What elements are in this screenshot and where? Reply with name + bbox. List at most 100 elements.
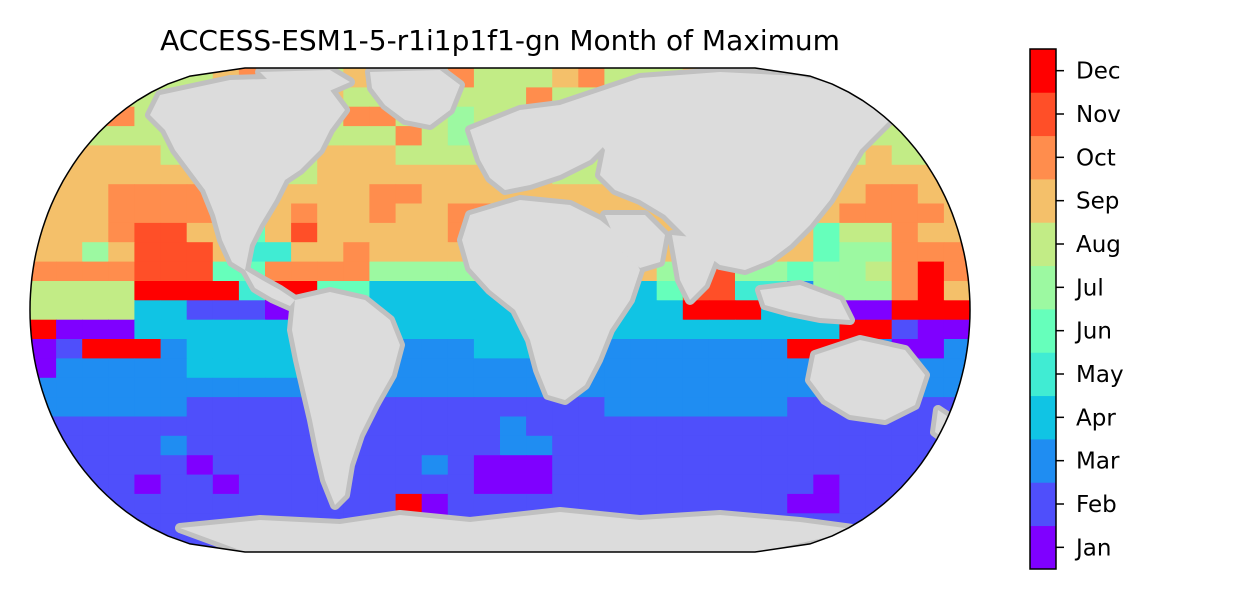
- data-cell: [265, 397, 292, 418]
- data-cell: [917, 203, 945, 224]
- data-cell: [30, 319, 57, 340]
- colorbar-segment-jun: [1030, 309, 1056, 353]
- data-cell: [134, 377, 162, 398]
- data-cell: [761, 435, 788, 456]
- data-cell: [238, 455, 266, 476]
- data-cell: [839, 493, 867, 514]
- data-cell: [891, 106, 919, 127]
- data-cell: [421, 339, 449, 359]
- data-cell: [160, 532, 188, 552]
- data-cell: [291, 242, 318, 263]
- data-cell: [761, 319, 788, 340]
- data-cell: [630, 493, 658, 514]
- data-cell: [682, 377, 710, 398]
- data-cell: [108, 532, 135, 552]
- data-cell: [108, 339, 135, 359]
- data-cell: [578, 435, 605, 456]
- data-cell: [578, 455, 605, 476]
- data-cell: [917, 513, 945, 534]
- data-cell: [630, 455, 658, 476]
- data-cell: [395, 416, 423, 437]
- data-cell: [108, 261, 135, 282]
- data-cell: [447, 377, 475, 398]
- data-cell: [134, 68, 162, 88]
- data-cell: [82, 281, 109, 301]
- data-cell: [134, 474, 162, 495]
- data-cell: [291, 493, 318, 514]
- data-cell: [160, 474, 188, 495]
- data-cell: [265, 377, 292, 398]
- data-cell: [369, 203, 397, 224]
- data-cell: [30, 68, 57, 88]
- colorbar-segment-oct: [1030, 135, 1056, 180]
- data-cell: [395, 126, 423, 147]
- data-cell: [447, 493, 475, 514]
- data-cell: [108, 300, 135, 321]
- colorbar-label-jan: Jan: [1074, 535, 1111, 561]
- data-cell: [108, 242, 135, 263]
- data-cell: [265, 416, 292, 437]
- data-cell: [186, 222, 214, 243]
- data-cell: [500, 416, 527, 437]
- data-cell: [708, 281, 736, 301]
- data-cell: [735, 377, 762, 398]
- data-cell: [552, 416, 579, 437]
- data-cell: [108, 377, 135, 398]
- data-cell: [630, 339, 658, 359]
- data-cell: [395, 281, 423, 301]
- data-cell: [186, 358, 214, 379]
- data-cell: [943, 242, 970, 263]
- data-cell: [238, 377, 266, 398]
- data-cell: [238, 474, 266, 495]
- data-cell: [186, 203, 214, 224]
- data-cell: [291, 203, 318, 224]
- data-cell: [160, 261, 188, 282]
- data-cell: [395, 203, 423, 224]
- data-cell: [134, 416, 162, 437]
- data-cell: [291, 261, 318, 282]
- data-cell: [421, 455, 449, 476]
- data-cell: [813, 493, 840, 514]
- data-cell: [108, 164, 135, 185]
- data-cell: [82, 416, 109, 437]
- data-cell: [943, 339, 970, 359]
- data-cell: [395, 455, 423, 476]
- data-cell: [865, 164, 893, 185]
- data-cell: [291, 455, 318, 476]
- data-cell: [787, 397, 814, 418]
- data-cell: [56, 261, 83, 282]
- data-cell: [56, 435, 83, 456]
- data-cell: [787, 435, 814, 456]
- data-cell: [30, 358, 57, 379]
- southeast-asia-islands-landmass: [760, 285, 850, 320]
- data-cell: [735, 397, 762, 418]
- data-cell: [291, 474, 318, 495]
- map-area[interactable]: [29, 67, 971, 553]
- data-cell: [238, 358, 266, 379]
- colorbar-frame: [1029, 48, 1057, 570]
- data-cell: [56, 87, 83, 108]
- data-cell: [473, 300, 501, 321]
- data-cell: [891, 281, 919, 301]
- africa-landmass: [462, 200, 640, 400]
- data-cell: [212, 455, 240, 476]
- data-cell: [160, 203, 188, 224]
- data-cell: [735, 435, 762, 456]
- data-cell: [473, 474, 501, 495]
- data-cell: [917, 164, 945, 185]
- data-cell: [865, 513, 893, 534]
- data-cell: [473, 455, 501, 476]
- data-cell: [30, 455, 57, 476]
- data-cell: [265, 222, 292, 243]
- data-cell: [943, 68, 970, 88]
- data-cell: [839, 281, 867, 301]
- data-cell: [134, 164, 162, 185]
- data-cell: [30, 203, 57, 224]
- data-cell: [630, 319, 658, 340]
- data-cell: [395, 358, 423, 379]
- data-cell: [604, 474, 632, 495]
- data-cell: [917, 87, 945, 108]
- data-cell: [943, 203, 970, 224]
- data-cell: [917, 339, 945, 359]
- data-cell: [630, 474, 658, 495]
